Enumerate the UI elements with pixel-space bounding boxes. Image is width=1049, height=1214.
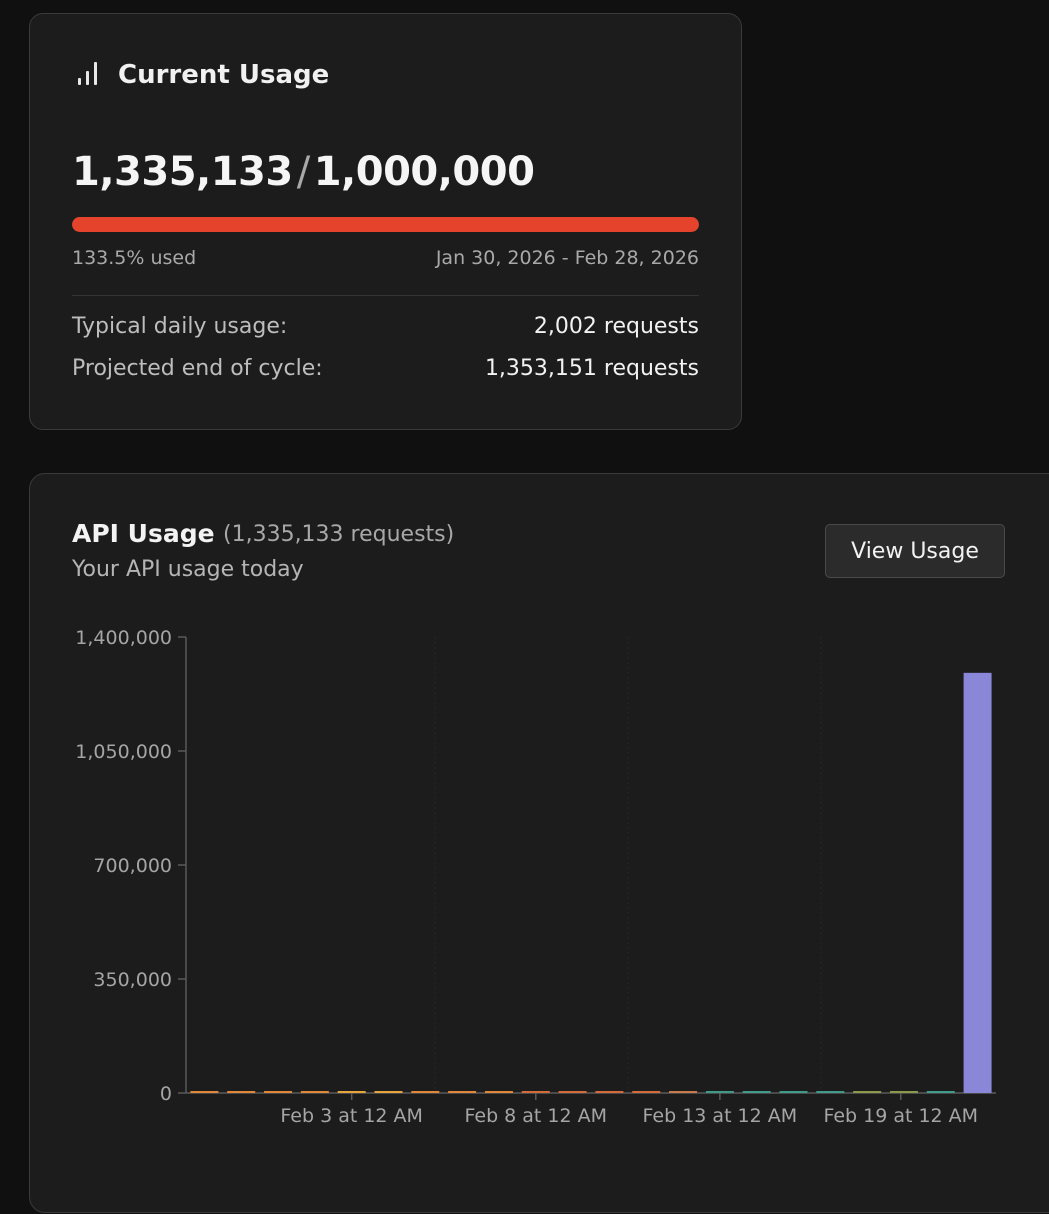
chart-bar bbox=[558, 1091, 587, 1093]
y-tick-label: 0 bbox=[160, 1083, 172, 1105]
stat-label: Typical daily usage: bbox=[72, 314, 288, 339]
api-usage-title: API Usage bbox=[72, 519, 215, 548]
chart-bar bbox=[264, 1091, 293, 1093]
current-usage-title: Current Usage bbox=[118, 60, 330, 90]
usage-separator: / bbox=[296, 149, 310, 195]
api-usage-card: API Usage (1,335,133 requests) Your API … bbox=[29, 473, 1049, 1213]
chart-bar bbox=[779, 1091, 808, 1093]
stat-value: 2,002 requests bbox=[533, 314, 699, 339]
usage-progress-bar bbox=[72, 217, 699, 232]
chart-bar bbox=[374, 1091, 403, 1093]
chart-bar bbox=[337, 1091, 366, 1093]
api-usage-count: (1,335,133 requests) bbox=[223, 522, 455, 547]
x-tick-label: Feb 3 at 12 AM bbox=[280, 1105, 423, 1127]
api-usage-chart: 0 350,000 700,000 1,050,000 1,400,000 Feb 3 a… bbox=[75, 627, 996, 1127]
divider bbox=[72, 295, 699, 296]
current-usage-header: Current Usage bbox=[76, 60, 329, 90]
chart-bar bbox=[448, 1091, 477, 1093]
x-tick-label: Feb 19 at 12 AM bbox=[823, 1105, 978, 1127]
stat-label: Projected end of cycle: bbox=[72, 356, 323, 381]
usage-total: 1,335,133/1,000,000 bbox=[72, 149, 535, 195]
chart-bar bbox=[853, 1091, 882, 1093]
chart-bar bbox=[889, 1091, 918, 1093]
chart-bar bbox=[300, 1091, 329, 1093]
stat-value: 1,353,151 requests bbox=[484, 356, 699, 381]
api-usage-subtitle: Your API usage today bbox=[72, 557, 304, 582]
chart-bar bbox=[632, 1091, 661, 1093]
chart-bar bbox=[816, 1091, 845, 1093]
chart-bar bbox=[669, 1091, 698, 1093]
chart-bar bbox=[926, 1091, 955, 1093]
chart-bar bbox=[963, 672, 992, 1093]
y-tick-label: 1,400,000 bbox=[75, 627, 172, 649]
usage-percent: 133.5% used bbox=[72, 247, 197, 269]
y-tick-label: 350,000 bbox=[93, 969, 172, 991]
bar-chart-icon bbox=[76, 60, 100, 90]
chart-bar bbox=[411, 1091, 440, 1093]
current-usage-card: Current Usage 1,335,133/1,000,000 133.5%… bbox=[29, 13, 742, 430]
chart-bar bbox=[227, 1091, 256, 1093]
y-tick-label: 700,000 bbox=[93, 855, 172, 877]
chart-bar bbox=[190, 1091, 219, 1093]
typical-daily-usage-row: Typical daily usage: 2,002 requests bbox=[72, 314, 699, 339]
x-tick-label: Feb 13 at 12 AM bbox=[643, 1105, 798, 1127]
chart-bar bbox=[742, 1091, 771, 1093]
view-usage-button[interactable]: View Usage bbox=[825, 524, 1005, 578]
usage-progress-fill bbox=[72, 217, 699, 232]
chart-bar bbox=[705, 1091, 734, 1093]
projected-end-row: Projected end of cycle: 1,353,151 reques… bbox=[72, 356, 699, 381]
chart-bar bbox=[521, 1091, 550, 1093]
y-tick-label: 1,050,000 bbox=[75, 741, 172, 763]
usage-used-value: 1,335,133 bbox=[72, 149, 293, 195]
chart-bar bbox=[484, 1091, 513, 1093]
usage-limit-value: 1,000,000 bbox=[313, 149, 535, 195]
billing-period: Jan 30, 2026 - Feb 28, 2026 bbox=[435, 247, 699, 269]
chart-bar bbox=[595, 1091, 624, 1093]
x-tick-label: Feb 8 at 12 AM bbox=[464, 1105, 607, 1127]
